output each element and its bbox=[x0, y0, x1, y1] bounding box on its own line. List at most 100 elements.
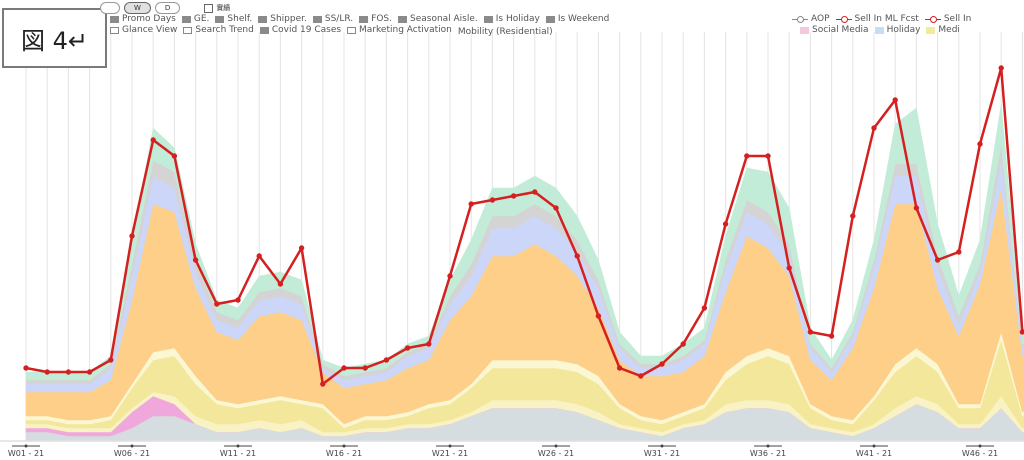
x-tick-dot bbox=[130, 444, 134, 448]
legend-label: Holiday bbox=[886, 25, 921, 35]
toggle-day[interactable]: D bbox=[154, 2, 181, 14]
sell-in-point bbox=[108, 357, 114, 363]
legend-right2-item[interactable]: Holiday bbox=[874, 25, 921, 36]
x-tick-label: W21 - 21 bbox=[432, 449, 468, 458]
x-tick-label: W41 - 21 bbox=[856, 449, 892, 458]
legend-row2-item[interactable]: Covid 19 Cases bbox=[259, 25, 342, 36]
legend-swatch-icon bbox=[545, 16, 555, 23]
legend-right2-item[interactable]: Social Media bbox=[800, 25, 869, 36]
legend-label: Social Media bbox=[812, 25, 869, 35]
legend-swatch-icon bbox=[181, 16, 191, 23]
legend-line-marker-icon bbox=[924, 16, 941, 23]
sell-in-point bbox=[892, 97, 898, 103]
legend-right1-item[interactable]: Sell In bbox=[924, 14, 972, 25]
legend-row-2: Glance View Search Trend Covid 19 Cases Mar… bbox=[110, 25, 559, 38]
x-tick-label: W31 - 21 bbox=[644, 449, 680, 458]
sell-in-point bbox=[998, 65, 1004, 71]
legend-label: Sell In bbox=[943, 14, 972, 24]
legend-swatch-icon bbox=[215, 16, 225, 23]
legend-swatch-icon bbox=[483, 16, 493, 23]
legend-outline-icon bbox=[183, 27, 193, 34]
legend-right1-item[interactable]: AOP bbox=[792, 14, 830, 25]
legend-outline-icon bbox=[347, 27, 357, 34]
sell-in-point bbox=[616, 365, 623, 371]
sell-in-point bbox=[532, 189, 538, 195]
sell-in-point bbox=[341, 365, 347, 371]
sell-in-point bbox=[977, 141, 983, 147]
sell-in-point bbox=[214, 301, 220, 307]
sell-in-point bbox=[510, 193, 517, 199]
legend-row2-item[interactable]: Mobility (Residential) bbox=[458, 27, 553, 38]
legend-row1-item[interactable]: Seasonal Aisle. bbox=[397, 14, 478, 25]
actuals-checkbox[interactable]: 實績 bbox=[204, 3, 230, 13]
sell-in-point bbox=[1019, 329, 1024, 335]
toggle-week[interactable]: W bbox=[124, 2, 151, 14]
legend-label: Seasonal Aisle. bbox=[409, 14, 478, 24]
legend-right-row-2: Social Media Holiday Medi bbox=[800, 25, 966, 38]
legend-row1-item[interactable]: SS/LR. bbox=[312, 14, 354, 25]
legend-swatch-icon bbox=[397, 16, 407, 23]
sell-in-point bbox=[659, 361, 665, 367]
x-tick-dot bbox=[236, 444, 240, 448]
x-tick-label: W26 - 21 bbox=[538, 449, 574, 458]
x-tick-dot bbox=[978, 444, 982, 448]
legend-right2-item[interactable]: Medi bbox=[926, 25, 960, 36]
toggle-blank[interactable] bbox=[100, 2, 120, 14]
legend-row2-item[interactable]: Glance View bbox=[110, 25, 177, 36]
legend-row1-item[interactable]: Shipper. bbox=[258, 14, 307, 25]
sell-in-point bbox=[86, 369, 93, 375]
x-tick-label: W46 - 21 bbox=[962, 449, 998, 458]
legend-row1-item[interactable]: GE. bbox=[181, 14, 210, 25]
legend-label: SS/LR. bbox=[324, 14, 354, 24]
x-tick-label: W01 - 21 bbox=[8, 449, 44, 458]
sell-in-point bbox=[638, 373, 644, 379]
sell-in-point bbox=[722, 221, 729, 227]
x-tick-dot bbox=[342, 444, 346, 448]
figure-label: 図 4↵ bbox=[2, 8, 107, 68]
sell-in-point bbox=[934, 257, 941, 263]
x-tick-label: W11 - 21 bbox=[220, 449, 256, 458]
sell-in-point bbox=[447, 273, 453, 279]
legend-row1-item[interactable]: Is Weekend bbox=[545, 14, 610, 25]
sell-in-point bbox=[595, 313, 602, 319]
legend-label: Is Weekend bbox=[557, 14, 610, 24]
legend-row1-item[interactable]: Promo Days bbox=[110, 14, 176, 25]
legend-row2-item[interactable]: Search Trend bbox=[183, 25, 254, 36]
sell-in-point bbox=[468, 201, 474, 207]
sell-in-point bbox=[362, 365, 368, 371]
x-tick-dot bbox=[660, 444, 664, 448]
legend-label: Is Holiday bbox=[495, 14, 540, 24]
legend-row1-item[interactable]: Shelf. bbox=[215, 14, 252, 25]
legend-label: Search Trend bbox=[195, 25, 254, 35]
legend-label: GE. bbox=[193, 14, 210, 24]
legend-label: FOS. bbox=[371, 14, 392, 24]
sell-in-point bbox=[298, 245, 305, 251]
legend-row-1: Promo Days GE. Shelf. Shipper. SS/LR. FOS. Sea… bbox=[110, 14, 615, 27]
legend-right1-item[interactable]: Sell In ML Fcst bbox=[835, 14, 919, 25]
sell-in-point bbox=[192, 257, 199, 263]
sell-in-point bbox=[553, 205, 559, 211]
legend-label: Shelf. bbox=[227, 14, 253, 24]
legend-label: AOP bbox=[811, 14, 830, 24]
legend-row2-item[interactable]: Marketing Activation bbox=[347, 25, 452, 36]
legend-label: Covid 19 Cases bbox=[271, 25, 342, 35]
area-series-8 bbox=[25, 103, 1024, 381]
legend-swatch-icon bbox=[926, 27, 936, 34]
legend-row1-item[interactable]: FOS. bbox=[359, 14, 392, 25]
legend-row1-item[interactable]: Is Holiday bbox=[483, 14, 540, 25]
legend-label: Mobility (Residential) bbox=[457, 27, 553, 37]
sell-in-point bbox=[786, 265, 792, 271]
legend-label: Medi bbox=[938, 25, 960, 35]
legend-line-marker-icon bbox=[792, 16, 808, 23]
sell-in-point bbox=[489, 197, 496, 203]
legend-swatch-icon bbox=[359, 16, 369, 23]
sell-in-point bbox=[426, 341, 432, 347]
legend-label: Glance View bbox=[122, 25, 178, 35]
sell-in-point bbox=[765, 153, 771, 159]
x-tick-dot bbox=[448, 444, 452, 448]
legend-right-row-1: AOP Sell In ML Fcst Sell In bbox=[792, 14, 977, 27]
sell-in-point bbox=[150, 137, 156, 143]
checkbox-label: 實績 bbox=[216, 4, 231, 12]
x-tick-dot bbox=[554, 444, 558, 448]
sell-in-point bbox=[807, 329, 814, 335]
